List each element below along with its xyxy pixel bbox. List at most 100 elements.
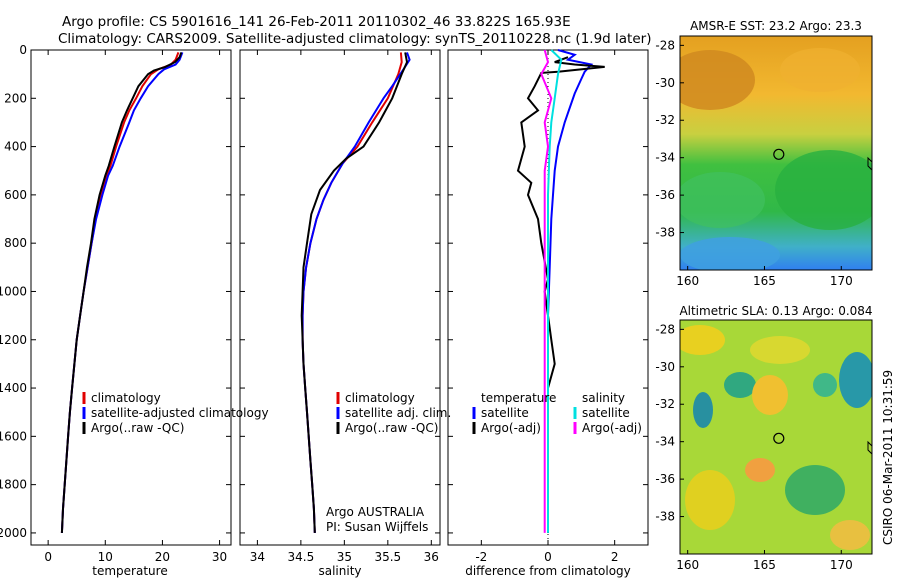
map-x-tick-label: 165 xyxy=(753,274,776,288)
sst-map-frame xyxy=(679,35,873,271)
series-line-climatology xyxy=(301,52,403,533)
map-y-tick-label: -30 xyxy=(655,360,675,374)
map-y-tick-label: -32 xyxy=(655,113,675,127)
y-tick-label: 1400 xyxy=(0,381,27,395)
map-y-tick-label: -38 xyxy=(655,510,675,524)
map-y-tick-label: -36 xyxy=(655,188,675,202)
sla-high-4 xyxy=(685,470,735,530)
map-y-tick-label: -28 xyxy=(655,322,675,336)
map-y-tick-label: -32 xyxy=(655,397,675,411)
sla-high-3 xyxy=(752,375,788,415)
x-tick-label: 2 xyxy=(611,550,619,564)
sla-low-5 xyxy=(785,465,845,515)
sla-high xyxy=(680,325,725,355)
sla-low xyxy=(724,372,756,398)
y-tick-label: 0 xyxy=(19,43,27,57)
series-line-argo-raw-qc xyxy=(60,52,183,533)
map-y-tick-label: -34 xyxy=(655,151,675,165)
x-tick-label: 34 xyxy=(250,550,265,564)
x-tick-label: 34.5 xyxy=(288,550,315,564)
legend-label-satellite-adjusted: satellite-adjusted climatology xyxy=(91,406,269,420)
pi-note: PI: Susan Wijffels xyxy=(326,520,428,534)
sla-high-6 xyxy=(745,458,775,482)
sla-map-title: Altimetric SLA: 0.13 Argo: 0.084 xyxy=(679,304,872,318)
sla-low-4 xyxy=(813,373,837,397)
salinity-plot: 34 34.5 35 35.5 36 xyxy=(240,49,440,564)
map-axes: 160 165 170 -28 -30 -32 -34 -36 -38 160 165 170 -28 -… xyxy=(655,38,852,572)
x-tick-label: 10 xyxy=(98,550,113,564)
sla-high-2 xyxy=(750,336,810,364)
legend-group-title-salinity: salinity xyxy=(582,391,625,405)
x-tick-label: 0 xyxy=(544,550,552,564)
map-x-tick-label: 165 xyxy=(753,558,776,572)
legend-group-title-temperature: temperature xyxy=(481,391,556,405)
sst-coastline xyxy=(867,156,872,171)
y-tick-label: 1200 xyxy=(0,333,27,347)
series-line-temperature-satellite xyxy=(547,49,594,533)
series-line-salinity-satellite xyxy=(547,49,563,533)
side-stamp: CSIRO 06-Mar-2011 10:31:59 xyxy=(881,370,895,545)
series-line-temperature-argo-adj xyxy=(516,56,605,533)
sst-warm-patch-2 xyxy=(780,48,860,92)
x-tick-label: 0 xyxy=(44,550,52,564)
y-tick-label: 1000 xyxy=(0,284,27,298)
sla-high-5 xyxy=(830,520,870,550)
map-y-tick-label: -38 xyxy=(655,226,675,240)
sst-cold-patch xyxy=(680,237,780,270)
series-line-satellite-adj-clim xyxy=(301,52,411,533)
map-y-tick-label: -30 xyxy=(655,76,675,90)
x-tick-label: 30 xyxy=(212,550,227,564)
map-x-tick-label: 160 xyxy=(676,558,699,572)
series-line-climatology xyxy=(60,52,180,533)
salinity-axis-label: salinity xyxy=(318,564,361,578)
legend-label-argo: Argo(..raw -QC) xyxy=(345,421,438,435)
legend-label-temp-argo: Argo(-adj) xyxy=(481,421,541,435)
y-tick-label: 200 xyxy=(4,91,27,105)
sst-map-title: AMSR-E SST: 23.2 Argo: 23.3 xyxy=(690,19,862,33)
sla-map xyxy=(680,320,872,554)
figure-title-line2: Climatology: CARS2009. Satellite-adjuste… xyxy=(58,31,651,47)
legend-label-climatology: climatology xyxy=(345,391,415,405)
argo-position-marker xyxy=(773,148,785,160)
temperature-plot: 0 10 20 30 0 200 400 600 800 1000 1200 1400 1600 1800… xyxy=(0,43,231,564)
y-tick-label: 1600 xyxy=(0,429,27,443)
figure-title-line1: Argo profile: CS 5901616_141 26-Feb-2011… xyxy=(62,14,571,30)
legend-label-sal-argo: Argo(-adj) xyxy=(582,421,642,435)
map-y-tick-label: -34 xyxy=(655,435,675,449)
legend-label-climatology: climatology xyxy=(91,391,161,405)
legend-label-sal-satellite: satellite xyxy=(582,406,630,420)
temperature-legend: climatology satellite-adjusted climatolo… xyxy=(82,391,269,435)
series-line-salinity-argo-adj xyxy=(540,49,553,533)
x-tick-label: 35.5 xyxy=(374,550,401,564)
difference-legend: temperature satellite Argo(-adj) salinit… xyxy=(472,391,642,435)
x-tick-label: 35 xyxy=(337,550,352,564)
series-line-argo-raw-qc xyxy=(300,52,409,533)
argo-australia-note: Argo AUSTRALIA xyxy=(326,505,425,519)
difference-plot: -2 0 2 xyxy=(448,49,648,564)
y-tick-label: 600 xyxy=(4,188,27,202)
y-tick-label: 2000 xyxy=(0,526,27,540)
sla-coastline xyxy=(867,440,872,455)
map-x-tick-label: 170 xyxy=(830,274,853,288)
x-tick-label: 36 xyxy=(424,550,439,564)
sst-cool-patch xyxy=(775,150,872,230)
sla-low-3 xyxy=(839,352,872,408)
sst-cool-patch-2 xyxy=(680,172,765,228)
sst-warm-patch xyxy=(680,50,755,110)
sst-map xyxy=(680,36,872,270)
salinity-legend: climatology satellite adj. clim. Argo(..… xyxy=(336,391,451,435)
temperature-axis-label: temperature xyxy=(92,564,167,578)
x-tick-label: -2 xyxy=(475,550,487,564)
legend-label-temp-satellite: satellite xyxy=(481,406,529,420)
y-tick-label: 400 xyxy=(4,140,27,154)
sla-map-frame xyxy=(679,319,873,555)
map-y-tick-label: -36 xyxy=(655,472,675,486)
x-tick-label: 20 xyxy=(155,550,170,564)
map-x-tick-label: 160 xyxy=(676,274,699,288)
map-y-tick-label: -28 xyxy=(655,38,675,52)
legend-label-satellite-adj: satellite adj. clim. xyxy=(345,406,451,420)
y-tick-label: 800 xyxy=(4,236,27,250)
sla-low-2 xyxy=(693,392,713,428)
argo-position-marker xyxy=(773,432,785,444)
